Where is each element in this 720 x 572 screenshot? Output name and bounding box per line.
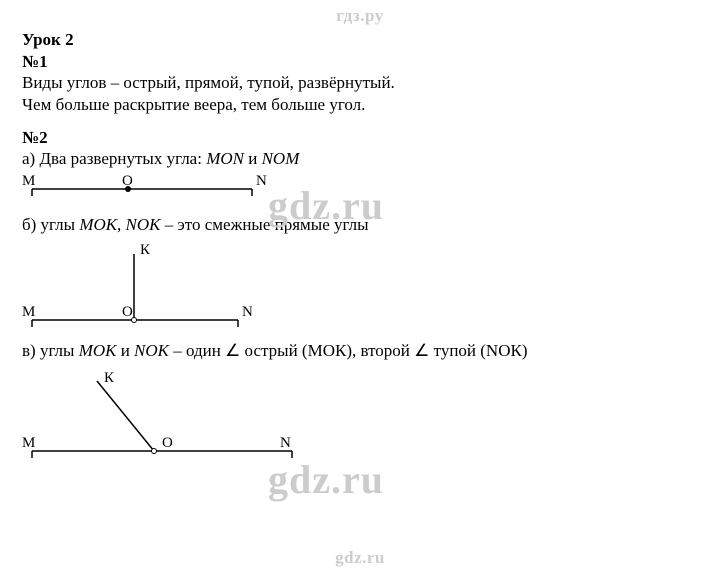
task-2: №2 а) Два развернутых угла: MON и NOM M … — [22, 128, 698, 461]
diagram-c: M O N К — [22, 366, 302, 461]
task-2a-and: и — [244, 149, 262, 168]
task-2c-and: и — [116, 341, 134, 360]
task-2b-angles: МОК, NOК — [79, 215, 160, 234]
task-1: №1 Виды углов – острый, прямой, тупой, р… — [22, 52, 698, 116]
task-2b-suffix: – это смежные прямые углы — [160, 215, 368, 234]
task-2a-angle-2: NOM — [262, 149, 300, 168]
footer-watermark: gdz.ru — [0, 548, 720, 568]
header-watermark: гдз.ру — [0, 6, 720, 26]
task-2a-prefix: а) Два развернутых угла: — [22, 149, 206, 168]
page-content: Урок 2 №1 Виды углов – острый, прямой, т… — [22, 30, 698, 473]
task-2b-prefix: б) углы — [22, 215, 79, 234]
label-n: N — [256, 174, 267, 189]
task-2-number: №2 — [22, 128, 698, 148]
task-2a-angle-1: MON — [206, 149, 244, 168]
label-n: N — [280, 435, 291, 451]
label-o: O — [122, 174, 133, 189]
diagram-a: M O N — [22, 174, 282, 204]
label-m: M — [22, 435, 35, 451]
label-n: N — [242, 304, 252, 320]
task-2c-angle-1: МОК — [79, 341, 117, 360]
label-o: O — [122, 304, 133, 320]
task-2c-text: в) углы МОК и NOК – один ∠ острый (МОК),… — [22, 340, 698, 362]
label-m: M — [22, 174, 35, 189]
task-2c-prefix: в) углы — [22, 341, 79, 360]
label-o: O — [162, 435, 173, 451]
task-2c-suffix: – один ∠ острый (МОК), второй ∠ тупой (N… — [169, 341, 528, 360]
label-k: К — [104, 370, 115, 386]
task-2b-text: б) углы МОК, NOК – это смежные прямые уг… — [22, 214, 698, 236]
lesson-title: Урок 2 — [22, 30, 698, 50]
task-1-number: №1 — [22, 52, 698, 72]
task-1-line-2: Чем больше раскрытие веера, тем больше у… — [22, 94, 698, 116]
task-2a-text: а) Два развернутых угла: MON и NOM — [22, 148, 698, 170]
task-1-line-1: Виды углов – острый, прямой, тупой, разв… — [22, 72, 698, 94]
label-m: M — [22, 304, 35, 320]
task-2c-angle-2: NOК — [134, 341, 169, 360]
diagram-b: M O N К — [22, 240, 252, 330]
label-k: К — [140, 242, 151, 258]
